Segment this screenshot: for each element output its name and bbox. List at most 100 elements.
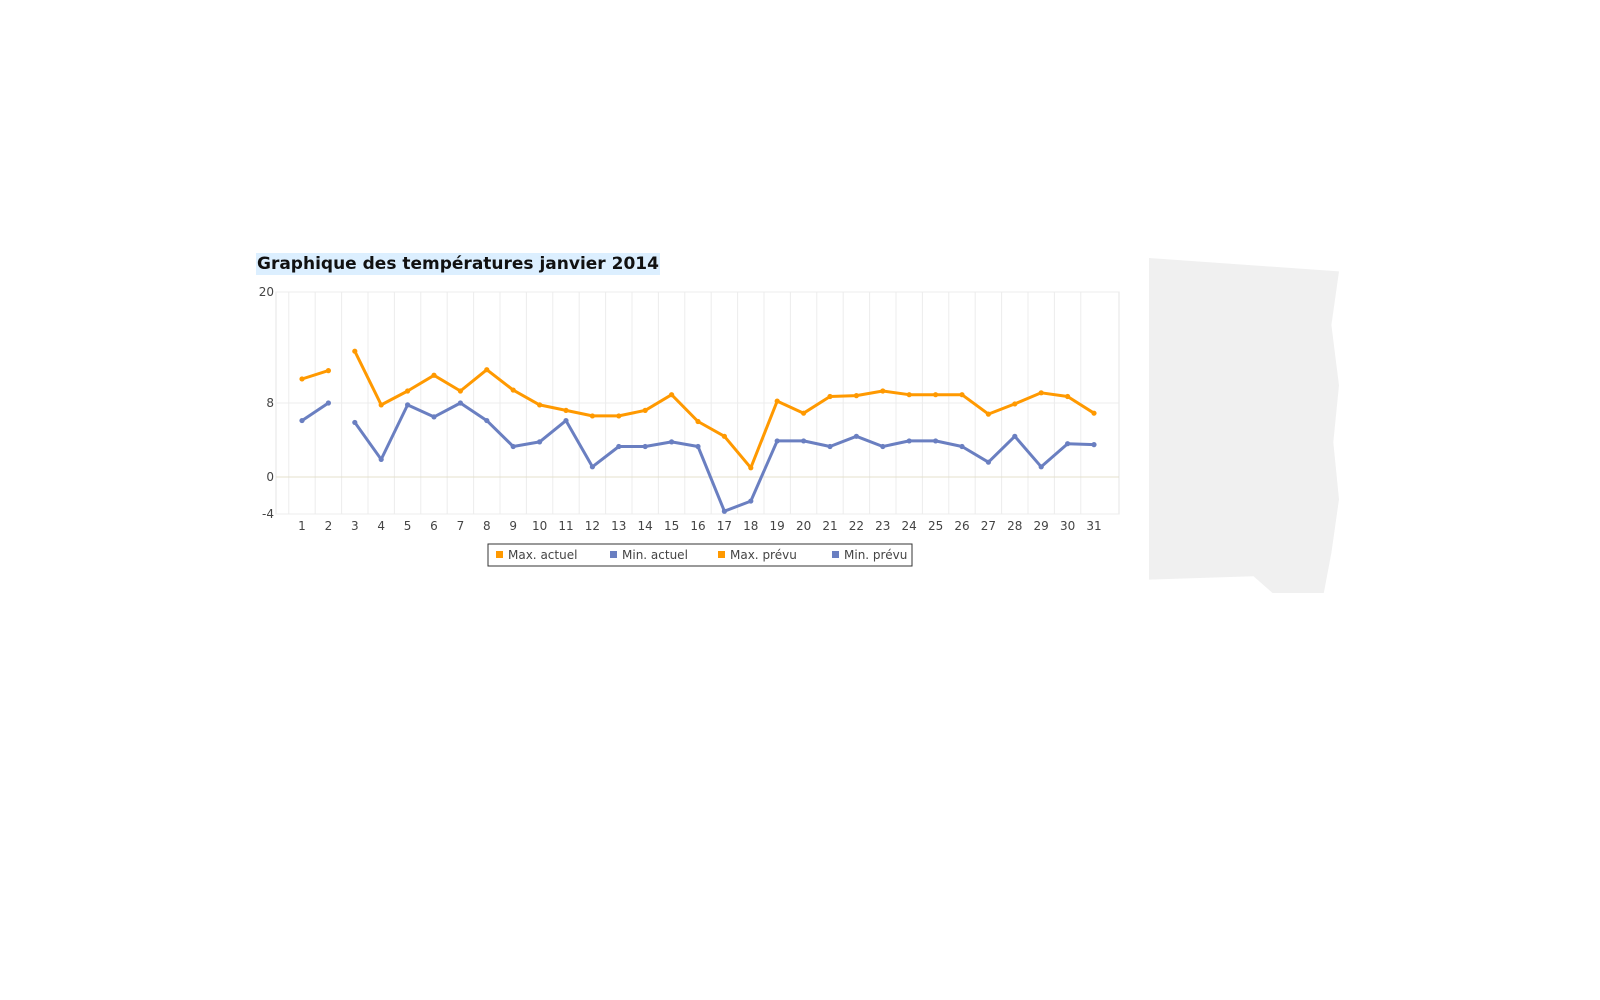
data-point (827, 443, 833, 450)
data-point (378, 402, 384, 408)
x-tick-label: 8 (483, 519, 491, 533)
data-point (695, 443, 701, 450)
x-tick-label: 2 (325, 519, 333, 533)
legend-swatch (718, 551, 725, 558)
x-tick-label: 18 (743, 519, 758, 533)
data-point (669, 439, 675, 445)
data-point (589, 464, 596, 470)
data-point (880, 388, 886, 394)
data-point (457, 388, 463, 394)
data-point (457, 400, 463, 406)
x-tick-label: 19 (770, 519, 785, 533)
data-point (510, 387, 516, 393)
data-point (721, 433, 728, 439)
data-point (431, 372, 437, 378)
x-tick-label: 25 (928, 519, 943, 533)
x-tick-label: 9 (509, 519, 517, 533)
legend-label: Max. actuel (508, 548, 577, 562)
data-point (721, 508, 728, 514)
data-point (563, 407, 569, 413)
data-point (616, 413, 622, 419)
data-point (748, 498, 754, 504)
data-point (933, 392, 939, 398)
series-line-0 (301, 369, 329, 381)
grid-lines (276, 291, 1119, 515)
chart-legend: Max. actuel Min. actuel Max. prévu Min. pré… (487, 543, 913, 567)
data-point (959, 443, 965, 450)
x-tick-label: 10 (532, 519, 547, 533)
data-point (1091, 410, 1097, 416)
x-tick-label: 4 (377, 519, 385, 533)
legend-swatch (610, 551, 617, 558)
legend-label: Max. prévu (730, 548, 797, 562)
x-tick-label: 16 (690, 519, 705, 533)
x-tick-label: 30 (1060, 519, 1075, 533)
x-tick-label: 13 (611, 519, 626, 533)
data-point (853, 433, 860, 439)
data-point (985, 411, 992, 417)
data-point (325, 368, 331, 374)
data-point (853, 393, 860, 399)
data-point (774, 398, 780, 404)
data-point (378, 456, 384, 463)
data-point (933, 438, 939, 444)
x-tick-label: 14 (638, 519, 653, 533)
y-tick-label: 0 (266, 470, 274, 484)
x-tick-label: 12 (585, 519, 600, 533)
data-point (616, 443, 622, 450)
data-point (352, 348, 358, 354)
x-tick-label: 15 (664, 519, 679, 533)
x-tick-label: 27 (981, 519, 996, 533)
data-point (695, 418, 701, 425)
legend-label: Min. actuel (622, 548, 688, 562)
data-point (484, 417, 490, 424)
data-point (827, 393, 833, 400)
x-tick-label: 21 (822, 519, 837, 533)
data-point (405, 402, 411, 408)
x-tick-label: 31 (1086, 519, 1101, 533)
series-line-1 (301, 401, 330, 422)
x-tick-label: 3 (351, 519, 359, 533)
x-tick-label: 22 (849, 519, 864, 533)
data-point (510, 443, 516, 450)
data-point (325, 400, 331, 406)
x-tick-label: 29 (1034, 519, 1049, 533)
data-point (1012, 433, 1018, 439)
chart-title: Graphique des températures janvier 2014 (256, 253, 660, 275)
data-point (563, 417, 569, 424)
x-tick-label: 24 (902, 519, 917, 533)
legend-swatch (832, 551, 839, 558)
data-point (431, 414, 437, 420)
data-point (748, 465, 754, 471)
x-tick-label: 11 (558, 519, 573, 533)
data-point (299, 417, 305, 424)
data-point (299, 376, 305, 382)
data-point (959, 392, 965, 398)
data-point (484, 367, 490, 373)
data-point (801, 438, 807, 444)
data-point (906, 438, 912, 444)
y-tick-label: 8 (266, 396, 274, 410)
data-point (880, 443, 886, 450)
data-point (1038, 390, 1044, 396)
x-tick-label: 26 (954, 519, 969, 533)
data-point (1012, 401, 1018, 407)
x-tick-label: 7 (457, 519, 465, 533)
y-tick-label: 20 (259, 285, 274, 299)
x-tick-label: 17 (717, 519, 732, 533)
data-point (985, 459, 992, 465)
data-point (1091, 442, 1097, 448)
x-tick-label: 20 (796, 519, 811, 533)
y-tick-label: -4 (262, 507, 274, 521)
data-point (774, 438, 780, 444)
data-point (1065, 393, 1071, 400)
x-tick-label: 1 (298, 519, 306, 533)
data-point (589, 413, 596, 419)
data-point (537, 402, 543, 408)
data-point (669, 392, 675, 398)
data-point (801, 410, 807, 416)
x-tick-label: 23 (875, 519, 890, 533)
data-point (1065, 441, 1071, 447)
